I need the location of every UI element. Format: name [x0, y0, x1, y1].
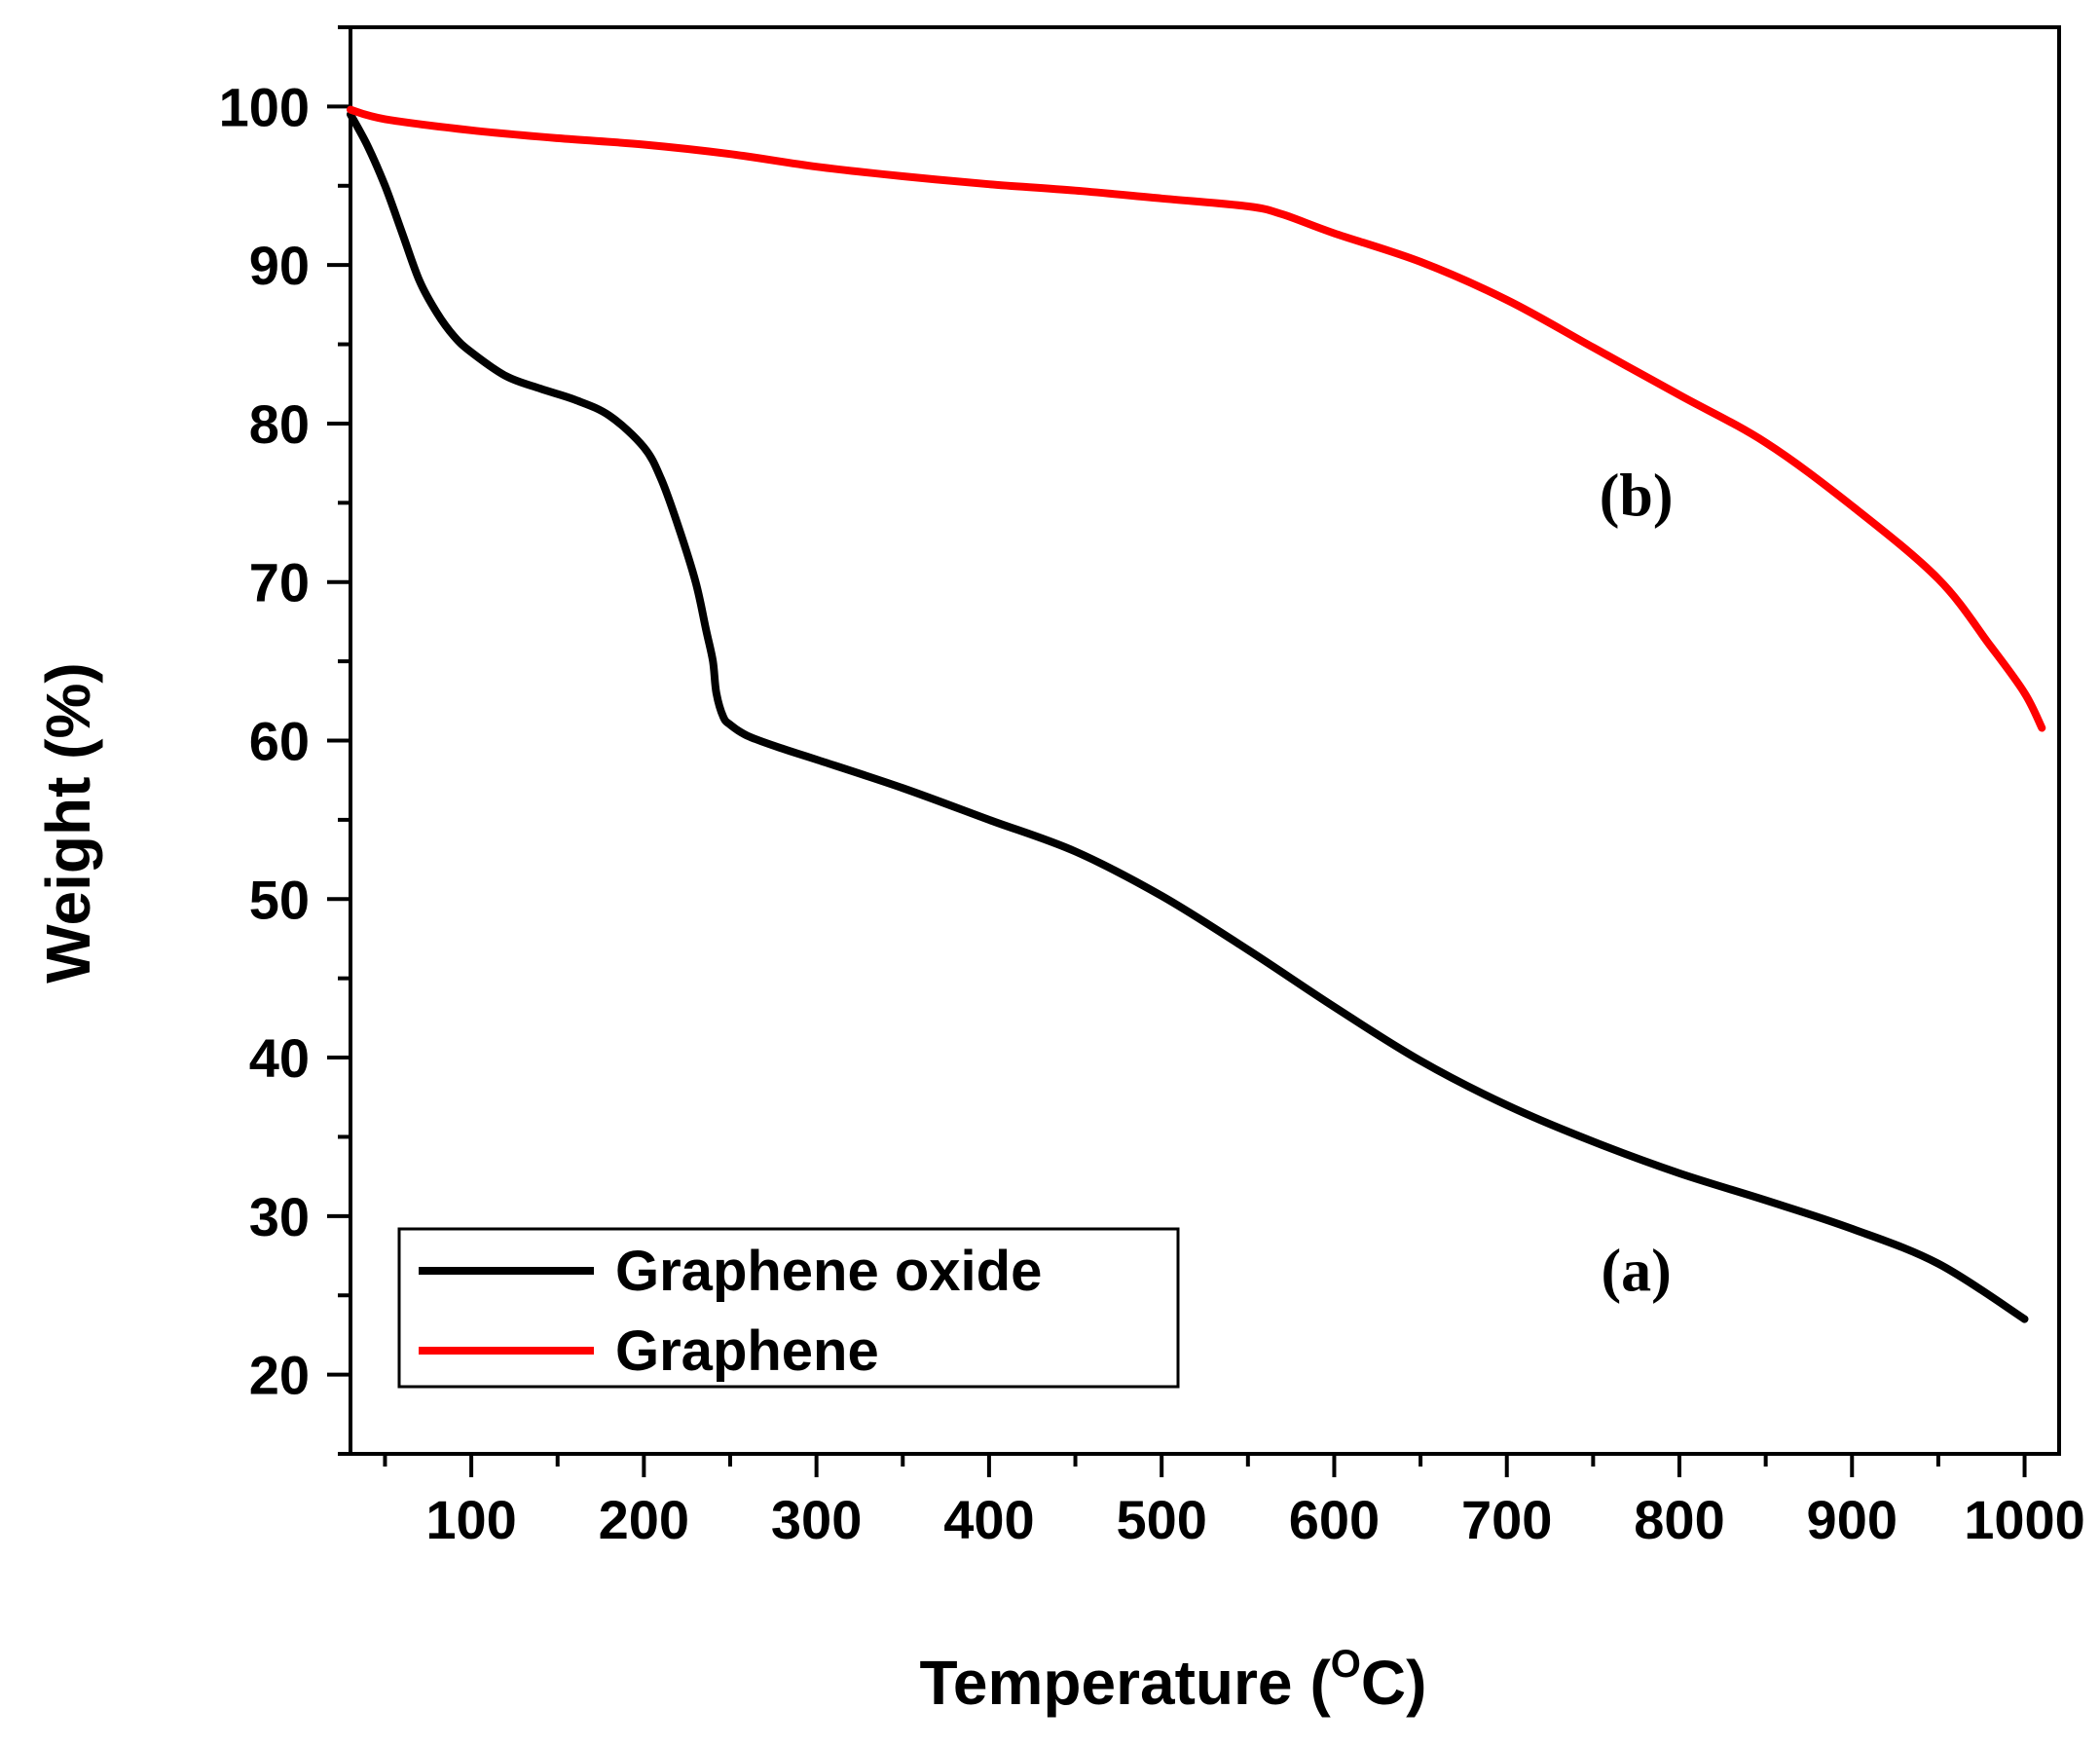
annotation-a: (a)	[1602, 1238, 1672, 1304]
x-axis-unit-degree: O	[1331, 1643, 1361, 1686]
x-tick-label: 200	[599, 1489, 689, 1550]
x-tick-label: 1000	[1964, 1489, 2085, 1550]
legend: Graphene oxide Graphene	[397, 1227, 1180, 1389]
y-tick-label: 70	[249, 552, 310, 613]
legend-label-graphene: Graphene	[615, 1319, 879, 1383]
y-tick-label: 40	[249, 1027, 310, 1089]
y-tick-label: 60	[249, 711, 310, 772]
series-line-graphene-oxide	[347, 110, 2029, 1323]
x-tick-label: 400	[943, 1489, 1034, 1550]
y-tick-label: 100	[219, 76, 310, 137]
x-tick-label: 700	[1461, 1489, 1552, 1550]
x-tick-label: 600	[1289, 1489, 1380, 1550]
y-tick-label: 30	[249, 1186, 310, 1247]
legend-box	[397, 1227, 1180, 1389]
y-tick-label: 80	[249, 393, 310, 455]
y-tick-label: 50	[249, 869, 310, 930]
x-axis-title: Temperature (OC)	[920, 1643, 1427, 1718]
x-tick-label: 500	[1116, 1489, 1206, 1550]
legend-label-graphene-oxide: Graphene oxide	[615, 1240, 1042, 1303]
annotation-b: (b)	[1600, 463, 1674, 529]
x-tick-label: 100	[425, 1489, 516, 1550]
x-axis-title-text: Temperature	[920, 1648, 1293, 1718]
x-axis-unit-close: C)	[1361, 1648, 1427, 1718]
series-layer	[347, 105, 2046, 1323]
y-tick-label: 20	[249, 1345, 310, 1406]
x-tick-label: 800	[1634, 1489, 1724, 1550]
x-tick-label: 300	[771, 1489, 862, 1550]
x-axis-ticks: 100 200 300 400 500 600 700 800 900 1000	[383, 1454, 2085, 1550]
y-tick-label: 90	[249, 235, 310, 296]
y-axis-title: Weight (%)	[33, 662, 103, 983]
x-axis-unit-open: (	[1309, 1648, 1331, 1718]
y-axis-ticks: 20 30 40 50 60 70 80 90 100	[219, 25, 350, 1456]
x-tick-label: 900	[1807, 1489, 1897, 1550]
series-line-graphene	[347, 105, 2046, 732]
